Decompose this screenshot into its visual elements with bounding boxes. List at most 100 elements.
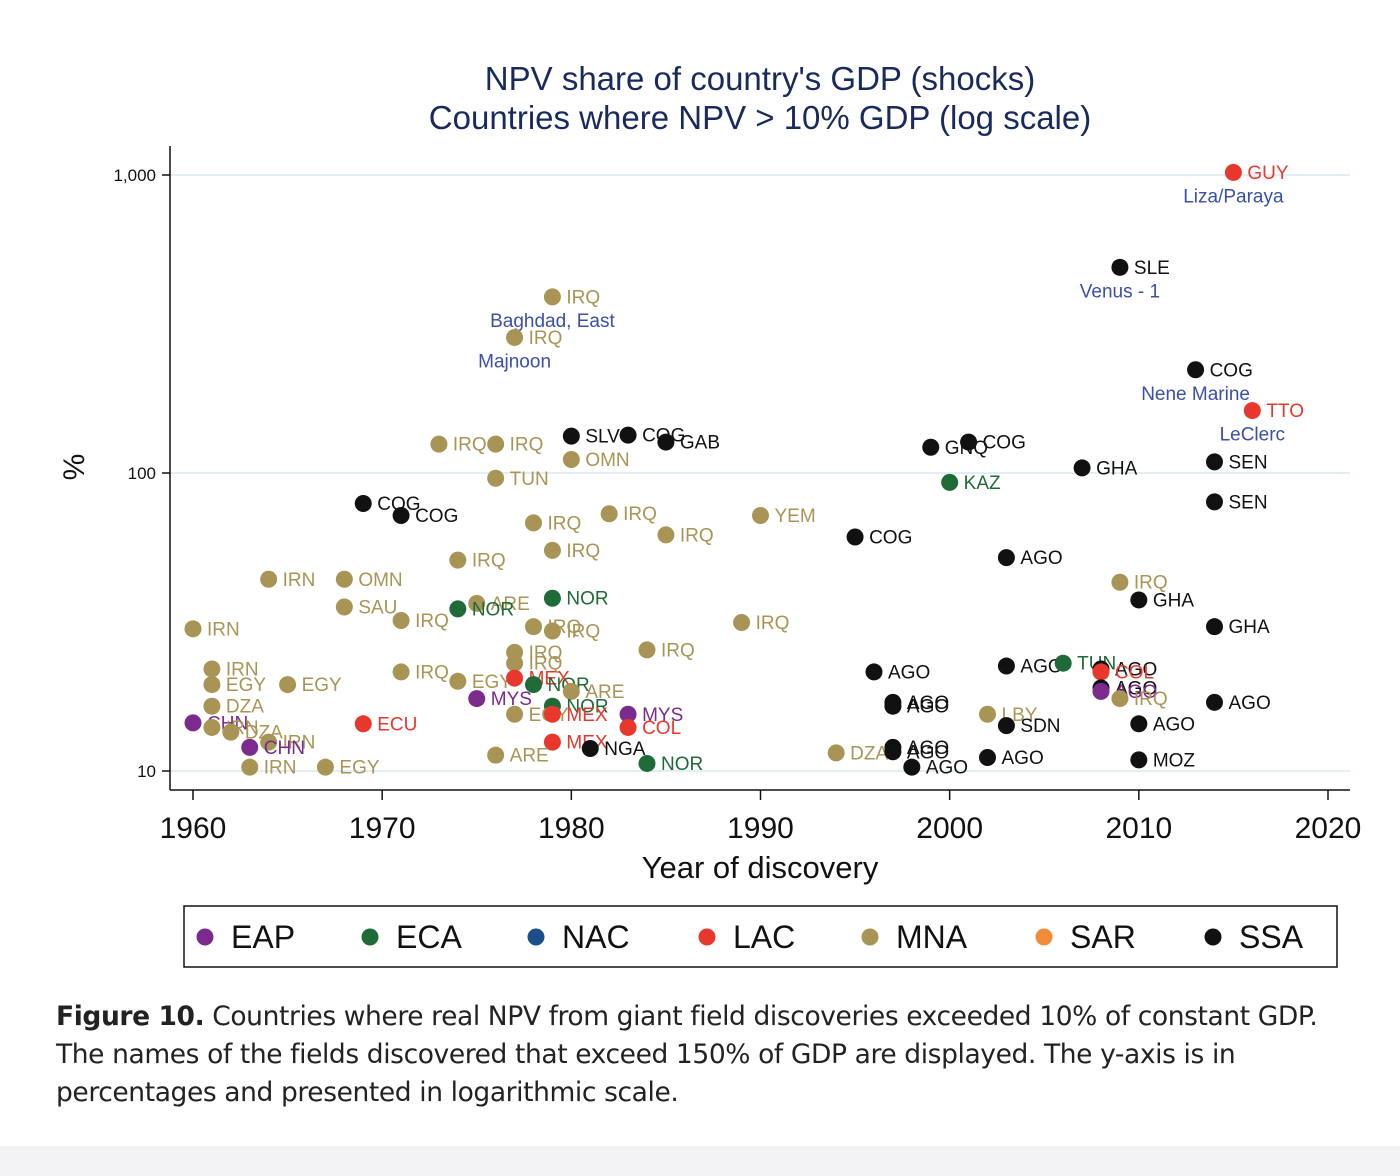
point-marker	[543, 288, 561, 306]
point-marker	[657, 526, 675, 544]
y-axis-label: %	[58, 454, 91, 481]
field-name-label: Baghdad, East	[490, 311, 615, 332]
data-point: ARE	[468, 594, 530, 615]
data-point: AGO	[979, 748, 1044, 769]
data-point: KAZ	[941, 473, 1001, 494]
data-point: IRQ	[543, 541, 600, 562]
data-point: IRN	[203, 659, 259, 680]
field-name-label: Nene Marine	[1141, 384, 1250, 405]
point-marker	[1130, 751, 1148, 769]
point-marker	[884, 697, 902, 715]
data-point: GHA	[1130, 590, 1194, 611]
point-marker	[1092, 663, 1110, 681]
point-label: EGY	[302, 675, 342, 696]
point-marker	[997, 549, 1015, 567]
legend-label: SAR	[1070, 919, 1136, 955]
data-point: AGO	[884, 742, 949, 763]
point-marker	[506, 669, 524, 687]
legend-item: NAC	[527, 919, 630, 955]
point-label: IRQ	[415, 611, 449, 632]
point-label: AGO	[1002, 748, 1044, 769]
point-marker	[354, 495, 372, 513]
data-point: IRQ	[733, 613, 789, 634]
point-label: AGO	[888, 662, 930, 683]
point-label: IRQ	[472, 551, 506, 572]
y-tick-label: 1,000	[113, 166, 156, 185]
point-marker	[506, 654, 524, 672]
point-label: NOR	[566, 697, 608, 718]
point-label: COG	[415, 506, 458, 527]
data-point: NGA	[581, 739, 646, 760]
point-label: IRQ	[1134, 573, 1168, 594]
point-label: AGO	[926, 758, 968, 779]
y-tick-label: 100	[128, 464, 156, 483]
point-label: IRQ	[661, 640, 695, 661]
data-point: ARE	[487, 746, 549, 767]
point-marker	[222, 723, 240, 741]
point-marker	[619, 718, 637, 736]
point-label: DZA	[850, 743, 888, 764]
legend-marker	[698, 928, 716, 946]
point-marker	[903, 758, 921, 776]
point-marker	[638, 754, 656, 772]
point-marker	[354, 715, 372, 733]
point-marker	[392, 611, 410, 629]
point-label: SEN	[1229, 492, 1268, 513]
data-point: EGY	[203, 675, 266, 696]
point-marker	[468, 690, 486, 708]
point-label: OMN	[585, 450, 629, 471]
point-marker	[487, 469, 505, 487]
data-point: COG Nene Marine	[1141, 360, 1253, 405]
field-name-label: LeClerc	[1220, 425, 1285, 446]
x-tick-label: 1970	[349, 812, 416, 845]
point-label: EGY	[226, 675, 266, 696]
point-label: ARE	[510, 746, 549, 767]
point-marker	[600, 505, 618, 523]
data-point: ECU	[354, 714, 417, 735]
x-tick-label: 1960	[160, 812, 227, 845]
point-marker	[184, 714, 202, 732]
point-label: ARE	[491, 594, 530, 615]
point-label: COG	[377, 494, 420, 515]
data-point: IRQ	[600, 504, 657, 525]
point-marker	[525, 618, 542, 636]
point-marker	[1130, 715, 1148, 733]
x-tick-label: 1980	[538, 812, 605, 845]
y-tick-label: 10	[137, 762, 156, 781]
point-marker	[506, 328, 524, 346]
data-point: AGO	[997, 548, 1063, 569]
field-name-label: Liza/Paraya	[1183, 186, 1284, 207]
point-label: NOR	[472, 599, 514, 620]
page-bottom-bar	[0, 1146, 1400, 1176]
data-point: AGO	[1130, 714, 1195, 735]
point-marker	[979, 748, 996, 766]
point-marker	[449, 600, 467, 618]
point-label: AGO	[907, 742, 949, 763]
data-point: MYS	[619, 705, 683, 726]
point-marker	[203, 718, 221, 736]
x-tick-label: 2000	[916, 812, 983, 845]
point-marker	[865, 663, 883, 681]
point-label: IRQ	[1134, 689, 1168, 710]
point-marker	[1111, 258, 1129, 276]
point-marker	[260, 570, 278, 588]
data-point: NOR	[638, 754, 703, 775]
point-marker	[884, 743, 902, 761]
legend-item: SSA	[1204, 919, 1304, 955]
legend-label: EAP	[231, 919, 295, 955]
data-point: IRQ	[1111, 689, 1168, 710]
point-marker	[1206, 618, 1223, 636]
legend-label: MNA	[896, 919, 968, 955]
point-marker	[1092, 682, 1110, 700]
point-marker	[392, 663, 410, 681]
point-label: ECU	[377, 714, 417, 735]
chart: NPV share of country's GDP (shocks) Coun…	[58, 60, 1361, 968]
point-label: TUN	[510, 469, 549, 490]
legend-label: NAC	[562, 919, 630, 955]
point-marker	[638, 641, 656, 659]
data-point: GAB	[657, 433, 720, 454]
point-label: KAZ	[964, 473, 1001, 494]
data-point: ARE	[562, 682, 624, 703]
